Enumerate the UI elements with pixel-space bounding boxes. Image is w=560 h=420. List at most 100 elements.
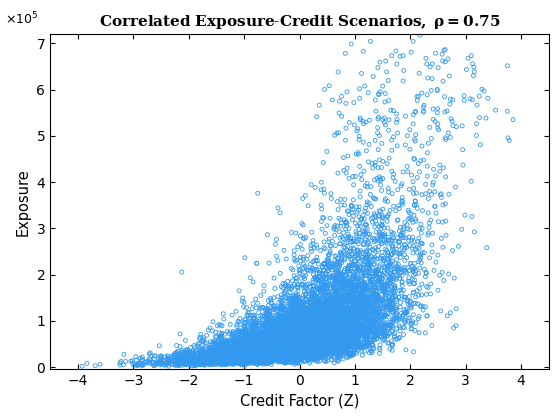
Point bbox=[441, 134, 450, 141]
Point bbox=[409, 349, 418, 355]
Point bbox=[220, 356, 229, 363]
Point bbox=[272, 318, 281, 325]
Point bbox=[278, 303, 287, 310]
Point bbox=[134, 360, 143, 367]
Point bbox=[402, 310, 410, 317]
Point bbox=[334, 345, 343, 352]
Point bbox=[285, 293, 294, 299]
Point bbox=[237, 355, 246, 362]
Point bbox=[398, 194, 407, 201]
Point bbox=[385, 116, 394, 123]
Point bbox=[329, 281, 338, 288]
Point bbox=[323, 336, 332, 343]
Point bbox=[388, 309, 397, 315]
Point bbox=[321, 308, 330, 315]
Point bbox=[183, 346, 192, 353]
Point bbox=[167, 360, 176, 367]
Point bbox=[288, 332, 297, 339]
Point bbox=[328, 311, 337, 318]
Point bbox=[311, 335, 320, 341]
Point bbox=[305, 316, 314, 323]
Point bbox=[367, 336, 376, 343]
Point bbox=[268, 323, 277, 330]
Point bbox=[231, 343, 240, 349]
Point bbox=[296, 325, 305, 332]
Point bbox=[293, 346, 302, 353]
Point bbox=[251, 340, 260, 347]
Point bbox=[293, 331, 302, 338]
Point bbox=[264, 341, 273, 348]
Point bbox=[268, 319, 277, 326]
Point bbox=[340, 265, 349, 272]
Point bbox=[349, 261, 358, 268]
Point bbox=[340, 196, 349, 203]
Point bbox=[278, 344, 287, 350]
Point bbox=[301, 352, 310, 359]
Point bbox=[367, 349, 376, 356]
Point bbox=[413, 205, 422, 212]
Point bbox=[305, 322, 314, 328]
Point bbox=[248, 344, 256, 351]
Point bbox=[384, 340, 393, 346]
Point bbox=[340, 334, 349, 341]
Point bbox=[390, 269, 399, 276]
Point bbox=[333, 329, 342, 336]
Point bbox=[356, 340, 365, 347]
Point bbox=[398, 181, 407, 187]
Point bbox=[377, 140, 386, 147]
Point bbox=[310, 274, 319, 281]
Point bbox=[304, 337, 312, 344]
Point bbox=[279, 341, 288, 348]
Point bbox=[190, 344, 199, 350]
Point bbox=[222, 349, 231, 356]
Point bbox=[291, 354, 300, 361]
Point bbox=[344, 278, 353, 284]
Point bbox=[368, 342, 377, 349]
Point bbox=[328, 315, 337, 322]
Point bbox=[267, 343, 276, 350]
Point bbox=[358, 228, 367, 234]
Point bbox=[324, 331, 333, 338]
Point bbox=[234, 353, 243, 360]
Point bbox=[299, 354, 308, 360]
Point bbox=[232, 308, 241, 315]
Point bbox=[408, 245, 417, 252]
Point bbox=[298, 332, 307, 339]
Point bbox=[212, 352, 221, 359]
Point bbox=[239, 353, 248, 360]
Point bbox=[150, 362, 158, 369]
Point bbox=[298, 281, 307, 288]
Point bbox=[251, 352, 260, 358]
Point bbox=[297, 353, 306, 360]
Point bbox=[318, 296, 326, 302]
Point bbox=[225, 342, 234, 349]
Point bbox=[307, 353, 316, 360]
Point bbox=[298, 326, 307, 333]
Point bbox=[367, 253, 376, 260]
Point bbox=[287, 355, 296, 362]
Point bbox=[356, 344, 365, 351]
Point bbox=[316, 297, 325, 304]
Point bbox=[312, 332, 321, 339]
Point bbox=[301, 341, 310, 348]
Point bbox=[285, 332, 294, 339]
Point bbox=[295, 327, 304, 333]
Point bbox=[321, 338, 330, 345]
Point bbox=[321, 245, 330, 252]
Point bbox=[272, 317, 281, 323]
Point bbox=[349, 350, 358, 357]
Point bbox=[350, 121, 359, 128]
Point bbox=[327, 297, 336, 303]
Point bbox=[180, 357, 189, 364]
Point bbox=[348, 352, 357, 358]
Point bbox=[239, 352, 248, 359]
Point bbox=[248, 332, 257, 339]
Point bbox=[333, 346, 342, 353]
Point bbox=[278, 325, 287, 331]
Point bbox=[288, 345, 297, 352]
Point bbox=[319, 325, 328, 331]
Point bbox=[349, 333, 358, 339]
Point bbox=[296, 327, 305, 334]
Point bbox=[296, 333, 305, 340]
Point bbox=[400, 294, 409, 300]
